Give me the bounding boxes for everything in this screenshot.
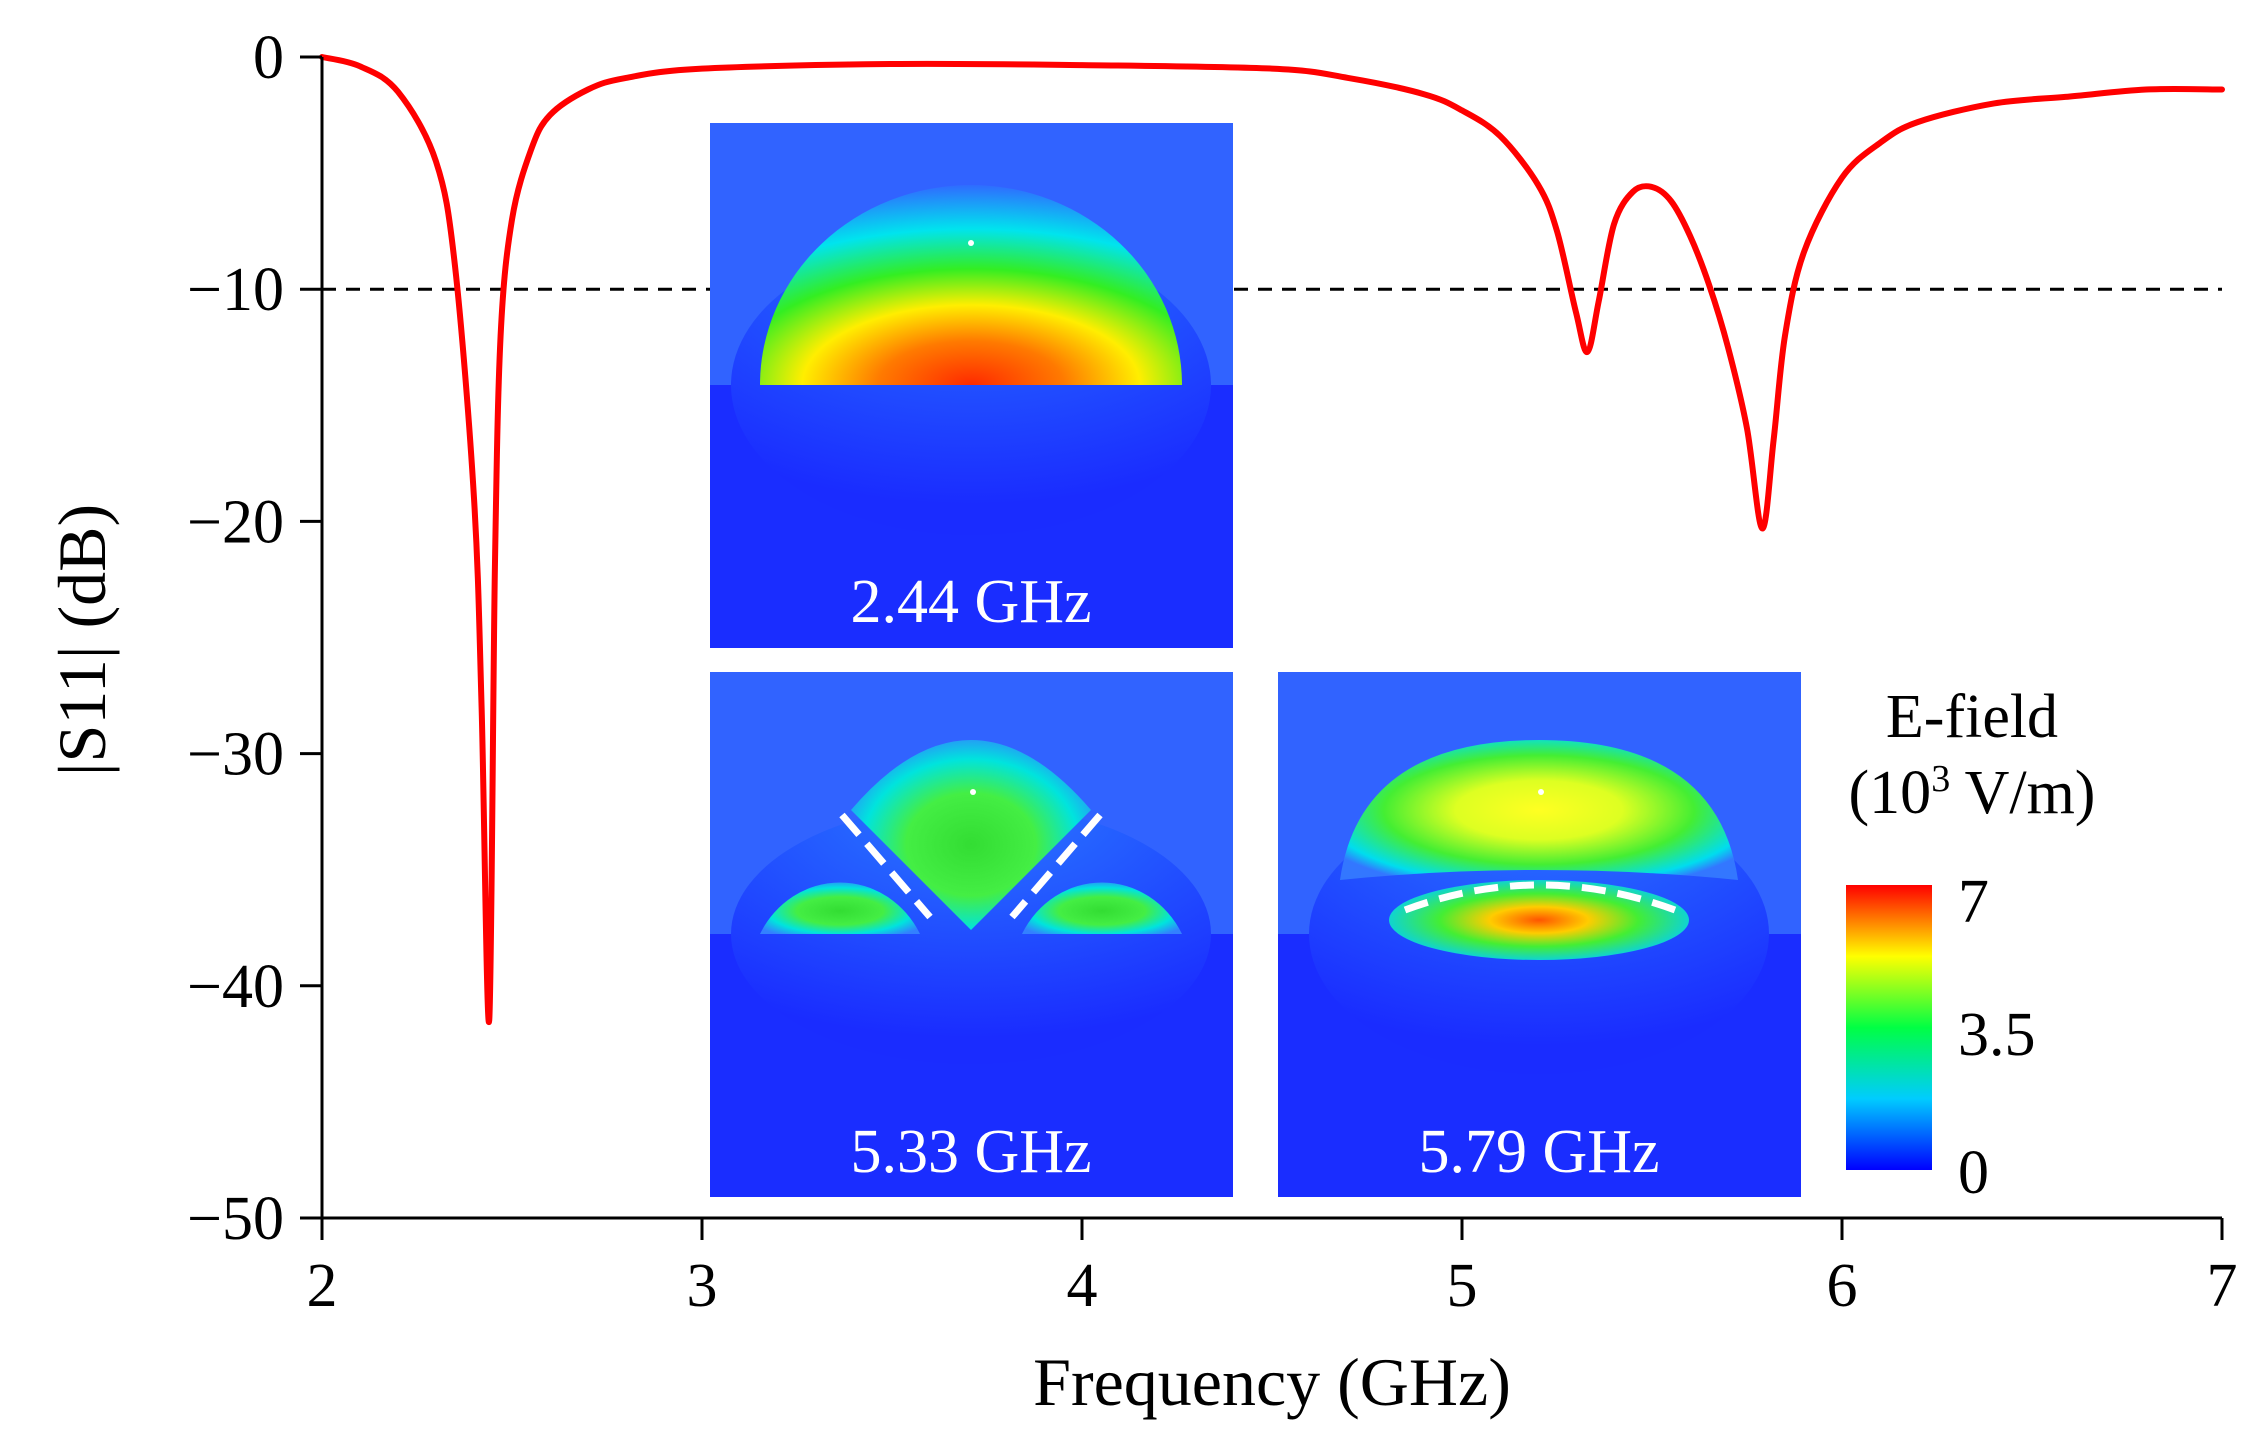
inset-label-2-44ghz: 2.44 GHz [850, 568, 1091, 636]
colorbar-max-label: 7 [1958, 868, 1989, 936]
colorbar-mid-label: 3.5 [1958, 1001, 2036, 1069]
field-inset-5-79ghz: 5.79 GHz [1278, 672, 1801, 1197]
x-tick-label: 5 [1447, 1252, 1478, 1320]
y-ticks: 0 −10 −20 −30 −40 −50 [187, 24, 322, 1253]
x-ticks: 2 3 4 5 6 7 [307, 1218, 2238, 1320]
colorbar-title-line1: E-field [1886, 683, 2058, 751]
x-tick-label: 7 [2207, 1252, 2238, 1320]
y-tick-label: −50 [187, 1185, 284, 1253]
s11-curve [319, 54, 2225, 1026]
colorbar-unit-suffix: V/m) [1950, 759, 2095, 827]
y-tick-label: −30 [187, 721, 284, 789]
field-inset-5-33ghz: 5.33 GHz [710, 672, 1233, 1197]
colorbar-unit-prefix: (10 [1849, 759, 1932, 827]
colorbar-min-label: 0 [1958, 1139, 1989, 1207]
y-tick-label: 0 [253, 24, 284, 92]
inset-label-5-79ghz: 5.79 GHz [1418, 1118, 1659, 1186]
x-axis-title: Frequency (GHz) [1033, 1344, 1511, 1420]
y-tick-label: −40 [187, 953, 284, 1021]
axes: 0 −10 −20 −30 −40 −50 2 3 4 5 6 7 [187, 24, 2237, 1320]
colorbar-title-line2: (103 V/m) [1849, 758, 2096, 827]
colorbar-gradient [1846, 885, 1932, 1170]
colorbar-unit-exponent: 3 [1931, 758, 1950, 800]
field-inset-2-44ghz: 2.44 GHz [710, 123, 1233, 648]
colorbar: E-field (103 V/m) 7 3.5 0 [1846, 683, 2095, 1207]
y-axis-title: |S11| (dB) [44, 504, 120, 776]
y-tick-label: −10 [187, 256, 284, 324]
x-tick-label: 2 [307, 1252, 338, 1320]
inset-label-5-33ghz: 5.33 GHz [850, 1118, 1091, 1186]
x-tick-label: 3 [687, 1252, 718, 1320]
y-tick-label: −20 [187, 488, 284, 556]
x-tick-label: 6 [1827, 1252, 1858, 1320]
x-tick-label: 4 [1067, 1252, 1098, 1320]
